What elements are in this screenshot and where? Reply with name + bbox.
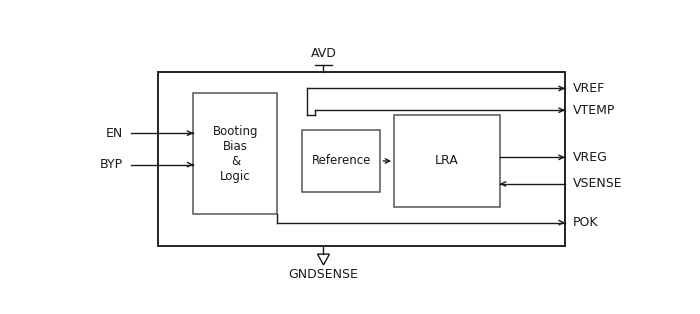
Polygon shape [318, 254, 330, 265]
Text: VSENSE: VSENSE [573, 177, 623, 191]
Text: POK: POK [573, 216, 598, 229]
Text: VTEMP: VTEMP [573, 104, 615, 117]
Text: VREG: VREG [573, 151, 608, 164]
Bar [394, 115, 500, 207]
Bar [193, 93, 277, 214]
Text: Reference: Reference [312, 154, 371, 167]
Bar [302, 130, 381, 192]
Text: EN: EN [106, 127, 122, 140]
Text: VREF: VREF [573, 82, 606, 95]
Bar [158, 72, 565, 246]
Text: LRA: LRA [435, 154, 458, 167]
Text: Booting
Bias
&
Logic: Booting Bias & Logic [213, 125, 258, 183]
Text: AVD: AVD [311, 47, 337, 60]
Text: BYP: BYP [99, 158, 122, 171]
Text: GNDSENSE: GNDSENSE [288, 268, 358, 281]
